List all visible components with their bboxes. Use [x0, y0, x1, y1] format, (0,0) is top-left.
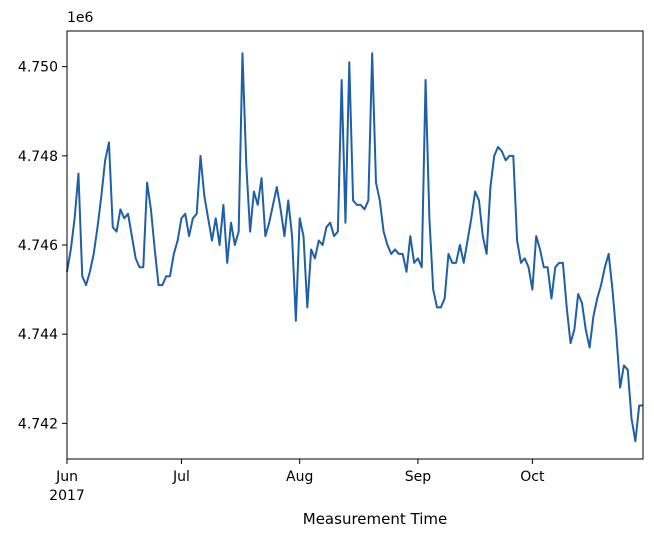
x-axis-year-label: 2017: [49, 488, 85, 504]
y-tick-label: 4.742: [18, 416, 58, 432]
y-tick-label: 4.746: [18, 238, 58, 254]
y-tick-label: 4.750: [18, 60, 58, 76]
x-axis: Jun Jul Aug Sep Oct: [55, 459, 545, 485]
y-axis: 4.742 4.744 4.746 4.748 4.750: [18, 60, 67, 432]
series-line-0: [66, 52, 643, 443]
x-tick-label: Aug: [286, 469, 313, 485]
y-tick-label: 4.748: [18, 149, 58, 165]
x-tick-label: Jul: [172, 469, 190, 485]
y-tick-label: 4.744: [18, 327, 58, 343]
x-tick-label: Sep: [405, 469, 432, 485]
x-tick-label: Jun: [55, 469, 78, 485]
x-axis-label: Measurement Time: [303, 510, 447, 528]
plot-frame: [66, 30, 644, 460]
x-tick-label: Oct: [520, 469, 545, 485]
plot-area: [66, 52, 643, 443]
y-axis-offset-label: 1e6: [67, 10, 94, 26]
